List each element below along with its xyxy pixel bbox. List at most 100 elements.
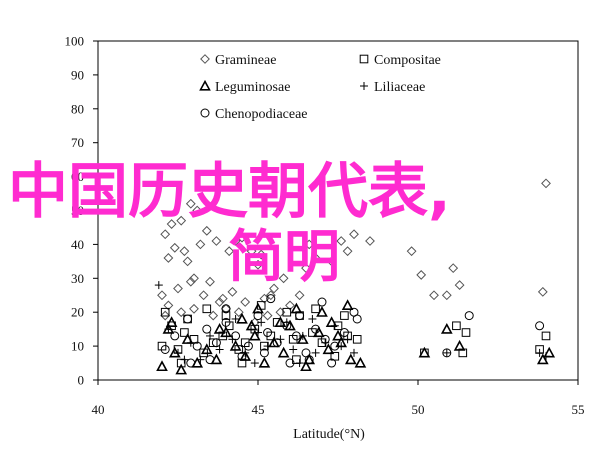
chenopodiaceae-point	[330, 341, 340, 351]
legend: Gramineae Compositae Leguminosae Liliaceae C…	[199, 53, 441, 122]
gramineae-point	[233, 307, 244, 318]
liliaceae-point	[241, 348, 250, 357]
gramineae-point	[326, 256, 337, 267]
gramineae-point	[240, 297, 251, 307]
gramineae-point	[416, 270, 427, 280]
chenopodiaceae-point	[339, 328, 349, 338]
gramineae-point	[342, 246, 353, 257]
gramineae-point	[541, 178, 551, 189]
gramineae-point	[192, 205, 203, 216]
liliaceae-point	[311, 348, 320, 357]
liliaceae-point	[535, 348, 544, 357]
liliaceae-point	[263, 342, 272, 351]
y-tick-label: 40	[71, 237, 84, 252]
gramineae-point	[163, 253, 174, 263]
leguminosae-point	[274, 316, 287, 327]
y-tick-label: 60	[71, 169, 84, 184]
liliaceae-point	[350, 348, 358, 357]
gramineae-point	[195, 239, 206, 250]
y-tick-label: 70	[71, 135, 84, 150]
leguminosae-point	[239, 350, 252, 361]
x-tick-label: 40	[92, 402, 105, 417]
gramineae-point	[189, 303, 199, 314]
leguminosae-point	[268, 336, 280, 348]
gramineae-point	[163, 300, 174, 311]
gramineae-point	[265, 290, 276, 301]
chenopodiaceae-point	[266, 294, 276, 304]
gramineae-point	[169, 242, 180, 253]
liliaceae-point	[295, 359, 304, 368]
chenopodiaceae-point	[317, 297, 327, 307]
chenopodiaceae-point	[243, 341, 253, 351]
gramineae-point	[201, 225, 212, 236]
leguminosae-point	[453, 339, 466, 351]
y-tick-label: 90	[71, 67, 84, 82]
liliaceae-legend-marker	[360, 82, 368, 90]
gramineae-point	[237, 232, 247, 243]
chenopodiaceae-point	[442, 348, 452, 358]
gramineae-point	[256, 249, 267, 260]
chenopodiaceae-point	[253, 311, 263, 321]
chenopodiaceae-point	[304, 355, 314, 365]
x-axis: 40 45 50 55	[92, 380, 585, 417]
liliaceae-point	[231, 314, 240, 323]
leguminosae-point	[248, 329, 261, 341]
leguminosae-point	[296, 333, 309, 344]
chenopodiaceae-point	[192, 341, 202, 351]
gramineae-point	[166, 219, 177, 229]
series-liliaceae	[154, 281, 550, 368]
leguminosae-point	[332, 329, 344, 341]
y-tick-label: 80	[71, 101, 84, 116]
chenopodiaceae-legend-marker	[200, 108, 210, 118]
compositae-point	[208, 338, 218, 348]
x-tick-label: 45	[252, 402, 265, 417]
x-tick-label: 55	[572, 402, 585, 417]
liliaceae-point	[215, 345, 224, 354]
chenopodiaceae-point	[311, 324, 321, 334]
chenopodiaceae-point	[183, 314, 193, 324]
gramineae-point	[214, 297, 225, 307]
leguminosae-point	[536, 353, 549, 365]
gramineae-point	[429, 290, 439, 301]
compositae-point	[202, 304, 212, 314]
y-tick-label: 30	[71, 271, 84, 286]
leguminosae-point	[440, 322, 453, 334]
liliaceae-point	[276, 335, 285, 344]
chenopodiaceae-point	[211, 338, 221, 348]
liliaceae-point	[308, 314, 317, 323]
gramineae-point	[537, 286, 548, 297]
chenopodiaceae-point	[285, 358, 295, 368]
leguminosae-point	[344, 353, 357, 365]
leguminosae-point	[252, 302, 264, 314]
leguminosae-point	[165, 316, 178, 327]
leguminosae-point	[300, 360, 312, 372]
legend-item-gramineae: Gramineae	[200, 53, 276, 68]
gramineae-point	[336, 236, 347, 246]
chenopodiaceae-point	[231, 331, 241, 341]
legend-label: Gramineae	[215, 53, 276, 68]
gramineae-point	[262, 310, 273, 321]
gramineae-point	[365, 236, 375, 246]
gramineae-point	[179, 246, 190, 257]
chenopodiaceae-point	[160, 344, 170, 354]
compositae-point	[311, 304, 320, 314]
gramineae-point	[182, 256, 193, 267]
overlay-title-line1: 中国历史朝代表,	[8, 157, 451, 227]
leguminosae-legend-marker	[199, 79, 211, 91]
compositae-point	[180, 328, 189, 337]
liliaceae-point	[186, 338, 195, 347]
liliaceae-point	[250, 359, 259, 368]
gramineae-point	[176, 307, 187, 318]
leguminosae-point	[245, 319, 258, 331]
leguminosae-point	[175, 363, 188, 375]
leguminosae-point	[200, 343, 213, 355]
series-chenopodiaceae	[160, 294, 545, 368]
liliaceae-point	[254, 328, 262, 337]
y-tick-label: 100	[65, 34, 85, 49]
liliaceae-point	[257, 318, 266, 327]
liliaceae-point	[343, 335, 352, 344]
chenopodiaceae-point	[259, 348, 269, 358]
legend-label: Liliaceae	[374, 80, 425, 95]
leguminosae-point	[229, 339, 242, 351]
